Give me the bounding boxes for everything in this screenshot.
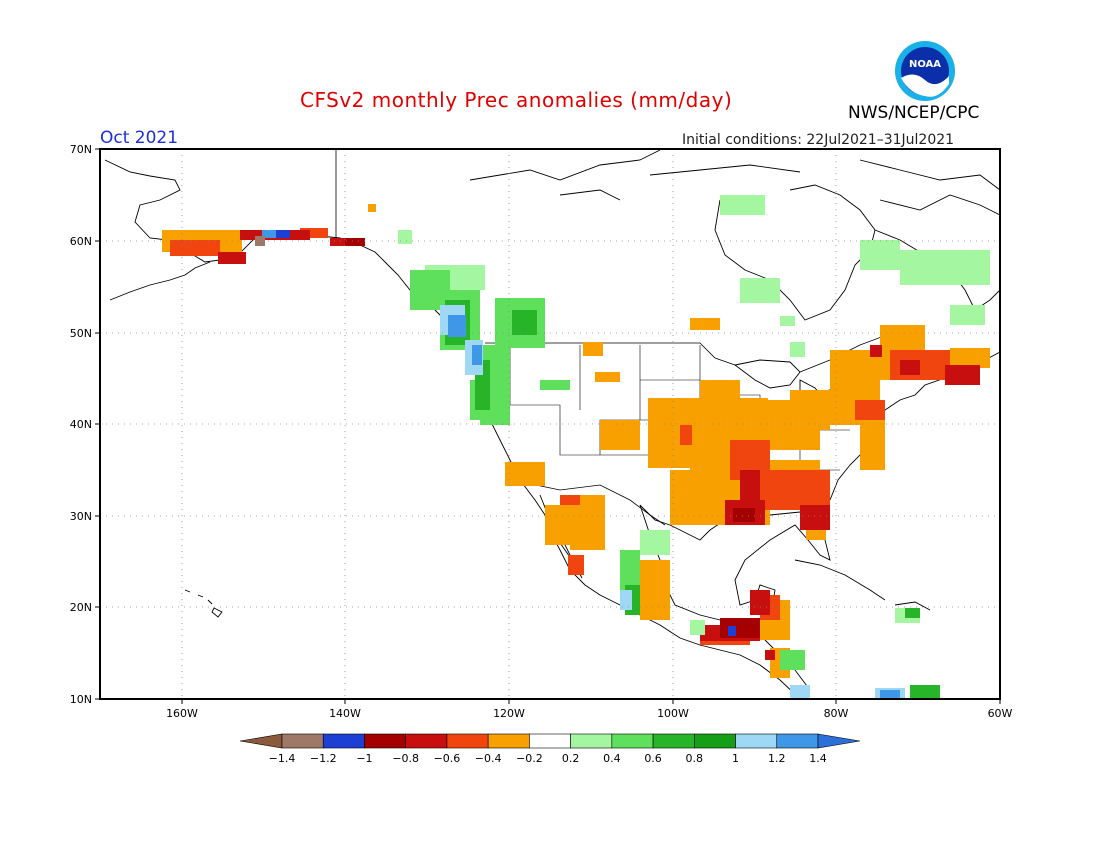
colorbar-label: −0.6 — [434, 752, 461, 765]
anomaly-light-green — [398, 195, 990, 635]
lat-label: 60N — [70, 235, 92, 248]
colorbar-label: −1.2 — [310, 752, 337, 765]
colorbar-swatch — [735, 733, 778, 749]
logo-text: NOAA — [909, 59, 941, 70]
colorbar-min-arrow — [239, 733, 283, 749]
lon-label: 120W — [493, 707, 525, 720]
colorbar-swatch — [281, 733, 324, 749]
colorbar-max-arrow — [817, 733, 861, 749]
colorbar-label: 0.2 — [562, 752, 580, 765]
coastline-alaska — [104, 159, 386, 263]
longitude-labels: 160W 140W 120W 100W 80W 60W — [166, 707, 1012, 720]
colorbar-swatch — [405, 733, 448, 749]
lon-label: 140W — [329, 707, 361, 720]
coastline-hispaniola — [894, 601, 931, 611]
colorbar-label: −1 — [356, 752, 372, 765]
anomaly-brown — [255, 236, 265, 246]
colorbar: −1.4 −1.2 −1 −0.8 −0.6 −0.4 −0.2 0.2 0.4 0.6 0.8 1 1… — [239, 733, 861, 765]
coastline-aleutians — [109, 261, 211, 301]
colorbar-swatch — [487, 733, 530, 749]
colorbar-label: −0.4 — [475, 752, 502, 765]
colorbar-swatch — [776, 733, 819, 749]
lon-label: 100W — [657, 707, 689, 720]
colorbar-label: −0.8 — [392, 752, 419, 765]
noaa-logo-icon: NOAA — [895, 41, 955, 101]
agency-label: NWS/NCEP/CPC — [848, 103, 980, 123]
lat-lon-grid — [100, 149, 1000, 699]
lat-label: 20N — [70, 601, 92, 614]
lat-label: 40N — [70, 418, 92, 431]
colorbar-label: −0.2 — [516, 752, 543, 765]
lon-label: 160W — [166, 707, 198, 720]
colorbar-label: 0.8 — [686, 752, 704, 765]
colorbar-swatch — [694, 733, 736, 749]
coastline-arctic — [469, 149, 1000, 216]
colorbar-label: 0.6 — [644, 752, 662, 765]
colorbar-swatch — [446, 733, 489, 749]
anomaly-deep-blue — [276, 230, 736, 636]
colorbar-swatch — [364, 733, 406, 749]
colorbar-swatch — [652, 733, 695, 749]
hawaii-islands — [184, 589, 223, 618]
colorbar-label: 1.4 — [809, 752, 827, 765]
lat-label: 30N — [70, 510, 92, 523]
colorbar-swatch — [529, 733, 571, 749]
coastline-cuba — [794, 559, 886, 601]
lat-label: 50N — [70, 327, 92, 340]
initial-conditions: Initial conditions: 22Jul2021–31Jul2021 — [682, 132, 955, 148]
colorbar-label: 1.2 — [768, 752, 786, 765]
map-title: CFSv2 monthly Prec anomalies (mm/day) — [300, 88, 733, 112]
colorbar-swatch — [570, 733, 613, 749]
lat-label: 10N — [70, 693, 92, 706]
latitude-labels: 70N 60N 50N 40N 30N 20N 10N — [70, 143, 92, 706]
border-canada-us — [335, 150, 926, 373]
colorbar-label: −1.4 — [269, 752, 296, 765]
map-area — [100, 149, 1000, 699]
lat-label: 70N — [70, 143, 92, 156]
colorbar-label: 0.4 — [603, 752, 621, 765]
colorbar-swatch — [322, 733, 365, 749]
colorbar-label: 1 — [732, 752, 739, 765]
colorbar-swatch — [611, 733, 654, 749]
lon-label: 80W — [824, 707, 849, 720]
coastline-hudson-bay — [714, 184, 876, 321]
anomaly-blue — [262, 230, 900, 699]
lon-label: 60W — [988, 707, 1013, 720]
border-us-mexico — [511, 479, 666, 526]
axis-ticks — [95, 148, 1001, 704]
forecast-month: Oct 2021 — [100, 128, 179, 148]
